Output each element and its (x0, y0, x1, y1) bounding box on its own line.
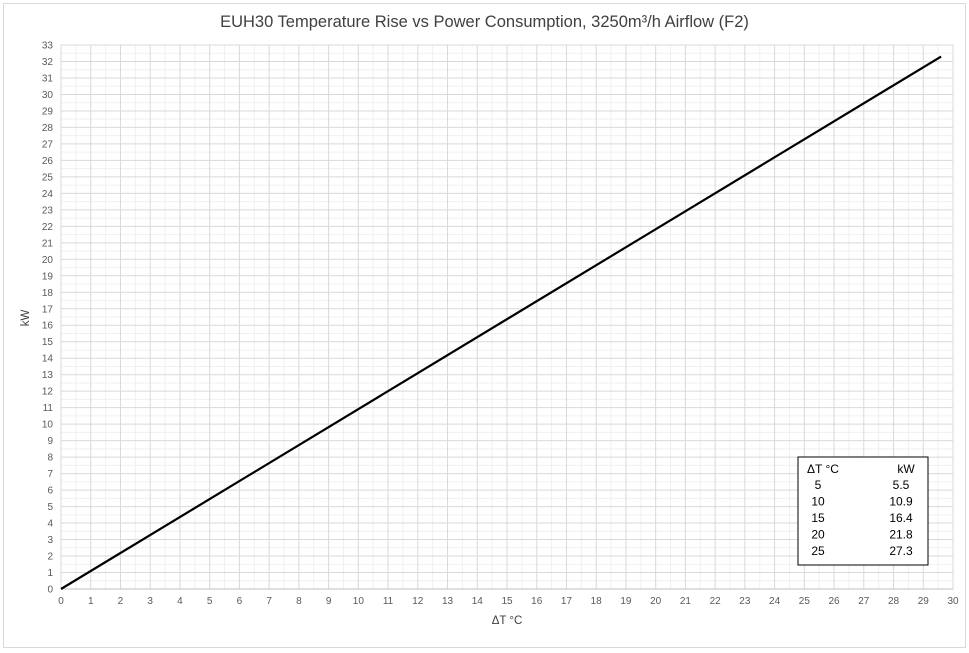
y-tick-label: 8 (47, 453, 53, 464)
y-tick-label: 13 (42, 370, 54, 381)
y-tick-label: 3 (47, 535, 53, 546)
x-tick-label: 2 (118, 596, 124, 607)
x-tick-label: 26 (829, 596, 841, 607)
x-tick-label: 27 (858, 596, 870, 607)
table-cell-kw: 5.5 (893, 478, 910, 492)
axes (60, 45, 953, 590)
y-tick-labels: 0123456789101112131415161718192021222324… (42, 41, 54, 596)
table-header-kw: kW (897, 462, 915, 476)
y-axis-label: kW (20, 310, 32, 327)
y-tick-label: 10 (42, 420, 54, 431)
x-tick-label: 13 (442, 596, 454, 607)
x-tick-label: 18 (591, 596, 603, 607)
x-tick-label: 0 (58, 596, 64, 607)
y-tick-label: 25 (42, 172, 54, 183)
table-cell-dt: 20 (811, 528, 825, 542)
x-tick-label: 19 (620, 596, 632, 607)
y-tick-label: 33 (42, 41, 54, 52)
x-tick-label: 16 (531, 596, 543, 607)
series-line (60, 55, 942, 590)
y-tick-label: 19 (42, 271, 54, 282)
y-tick-label: 2 (47, 552, 53, 563)
table-cell-kw: 10.9 (889, 495, 913, 509)
y-tick-label: 1 (47, 568, 53, 579)
table-cell-dt: 10 (811, 495, 825, 509)
x-tick-label: 9 (326, 596, 332, 607)
x-tick-label: 25 (799, 596, 811, 607)
y-tick-label: 9 (47, 436, 53, 447)
y-tick-label: 30 (42, 90, 54, 101)
x-tick-label: 30 (947, 596, 959, 607)
y-tick-label: 14 (42, 354, 54, 365)
y-tick-label: 22 (42, 222, 54, 233)
x-tick-labels: 0 1 2 3 4 5 6 7 8 9 10 11 12 13 14 15 16 17 18 19 20 21 22 23 24… (58, 596, 959, 607)
y-tick-label: 16 (42, 321, 54, 332)
y-tick-label: 12 (42, 387, 54, 398)
y-tick-label: 20 (42, 255, 54, 266)
x-tick-label: 5 (207, 596, 213, 607)
y-tick-label: 27 (42, 139, 54, 150)
y-tick-label: 5 (47, 502, 53, 513)
table-header-dt: ΔT °C (807, 462, 839, 476)
x-tick-label: 8 (296, 596, 302, 607)
table-cell-dt: 5 (815, 478, 822, 492)
data-table-box (797, 456, 929, 566)
y-tick-label: 15 (42, 337, 54, 348)
y-tick-label: 4 (47, 519, 53, 530)
y-tick-label: 28 (42, 123, 54, 134)
y-tick-label: 17 (42, 304, 54, 315)
x-tick-label: 22 (710, 596, 722, 607)
x-tick-label: 24 (769, 596, 781, 607)
y-tick-label: 26 (42, 156, 54, 167)
x-tick-label: 12 (412, 596, 424, 607)
x-tick-label: 3 (147, 596, 153, 607)
chart-title: EUH30 Temperature Rise vs Power Consumpt… (220, 13, 749, 31)
y-tick-label: 7 (47, 469, 53, 480)
x-tick-label: 10 (353, 596, 365, 607)
y-tick-label: 32 (42, 57, 54, 68)
y-tick-label: 11 (43, 403, 54, 414)
x-tick-label: 21 (680, 596, 692, 607)
table-cell-kw: 27.3 (889, 544, 913, 558)
x-tick-label: 14 (472, 596, 484, 607)
x-tick-label: 6 (237, 596, 243, 607)
x-tick-label: 7 (266, 596, 272, 607)
y-tick-label: 21 (42, 238, 54, 249)
x-tick-label: 28 (888, 596, 900, 607)
y-tick-label: 29 (42, 106, 54, 117)
y-tick-label: 6 (47, 486, 53, 497)
x-tick-label: 4 (177, 596, 183, 607)
series-lines (60, 55, 942, 590)
y-tick-label: 23 (42, 205, 54, 216)
y-tick-label: 18 (42, 288, 54, 299)
y-tick-label: 0 (47, 585, 53, 596)
x-axis-label: ΔT °C (492, 615, 523, 627)
table-cell-dt: 25 (811, 544, 825, 558)
data-table: ΔT °C kW 5 5.5 10 10.9 15 16.4 20 21.8 25 27.3 (797, 456, 929, 566)
x-tick-label: 20 (650, 596, 662, 607)
x-tick-label: 17 (561, 596, 573, 607)
y-tick-label: 31 (42, 73, 54, 84)
table-cell-kw: 21.8 (889, 528, 913, 542)
x-tick-label: 23 (739, 596, 751, 607)
y-tick-label: 24 (42, 189, 54, 200)
x-tick-label: 15 (501, 596, 513, 607)
x-tick-label: 1 (88, 596, 94, 607)
x-tick-label: 11 (383, 596, 394, 607)
table-cell-dt: 15 (811, 511, 825, 525)
table-cell-kw: 16.4 (889, 511, 913, 525)
x-tick-label: 29 (918, 596, 930, 607)
